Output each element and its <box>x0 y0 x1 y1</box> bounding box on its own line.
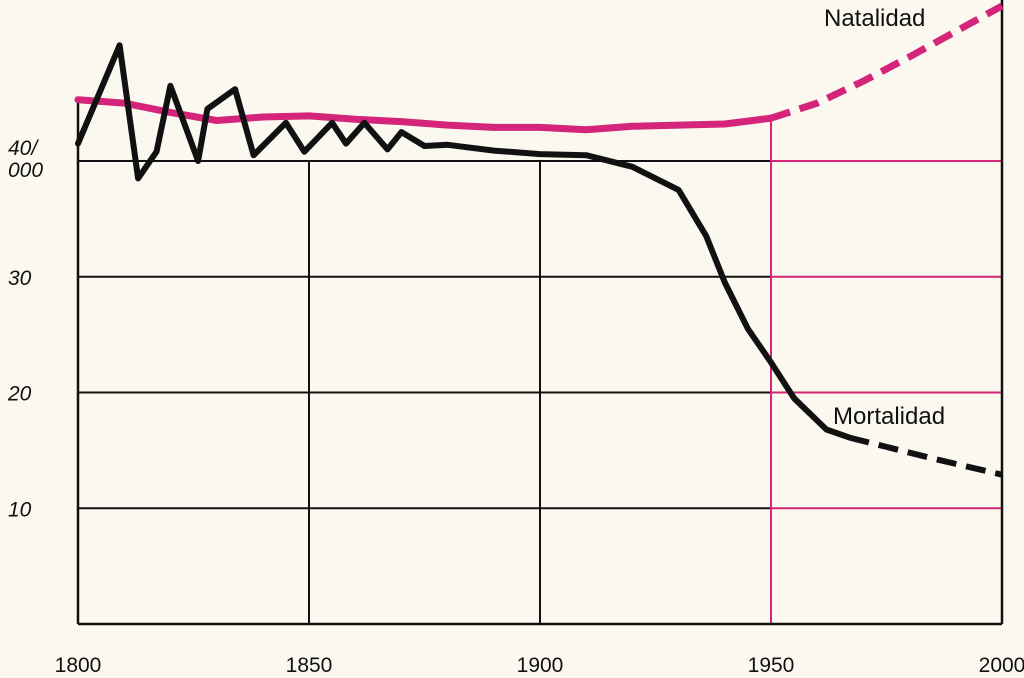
axes <box>76 0 1004 626</box>
x-tick-label-1950: 1950 <box>748 654 795 677</box>
series-line-mortalidad <box>75 42 853 441</box>
grid-lines-highlight <box>770 118 1002 624</box>
x-tick-label-1800: 1800 <box>55 654 102 677</box>
y-tick-label-10: 10 <box>8 498 32 521</box>
series-labels: Natalidad Mortalidad <box>824 5 945 430</box>
y-tick-label-20: 20 <box>7 383 32 406</box>
y-tick-label-30: 30 <box>8 267 32 290</box>
series-label-natalidad: Natalidad <box>824 5 925 32</box>
tick-labels: 1800 1850 1900 1950 2000 40/000 30 20 10 <box>7 137 1024 677</box>
x-tick-label-1900: 1900 <box>517 654 564 677</box>
x-tick-label-1850: 1850 <box>286 654 333 677</box>
y-tick-label-40: 40/000 <box>8 137 43 182</box>
series-label-mortalidad: Mortalidad <box>833 403 945 430</box>
series-projection-mortalidad <box>848 434 1003 478</box>
grid-lines <box>78 160 771 624</box>
series-layer <box>74 2 1004 478</box>
series-line-natalidad <box>74 96 775 134</box>
series-projection-natalidad <box>769 2 1004 122</box>
x-tick-label-2000: 2000 <box>979 654 1024 677</box>
